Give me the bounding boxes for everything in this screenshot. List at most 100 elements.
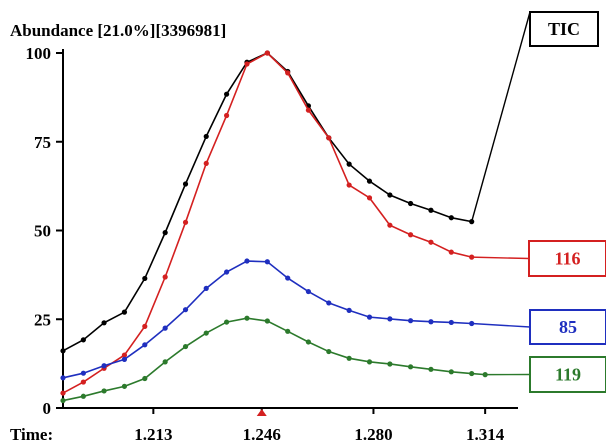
data-point	[203, 285, 209, 291]
data-point	[80, 337, 86, 343]
data-point	[244, 315, 250, 321]
data-point	[203, 330, 209, 336]
data-point	[366, 314, 373, 320]
data-point	[60, 375, 66, 381]
y-tick-label: 50	[34, 222, 51, 241]
data-point	[162, 359, 168, 365]
data-point	[244, 258, 250, 264]
data-point	[142, 342, 148, 348]
data-point	[305, 339, 312, 345]
data-point	[366, 178, 373, 184]
data-point	[346, 307, 352, 313]
data-point	[182, 181, 189, 187]
data-point	[162, 325, 168, 331]
data-point	[387, 361, 393, 367]
y-tick-label: 100	[26, 44, 52, 63]
data-point	[346, 182, 352, 188]
data-point	[346, 355, 352, 361]
data-point	[387, 222, 393, 228]
data-point	[285, 70, 291, 76]
data-point	[60, 397, 66, 404]
legend: TIC 116 85 119	[471, 11, 606, 393]
data-point	[162, 230, 168, 236]
data-point	[224, 91, 230, 97]
data-point	[60, 390, 66, 396]
data-point	[448, 319, 454, 326]
data-point	[80, 370, 86, 376]
data-point	[387, 192, 393, 198]
data-point	[285, 275, 291, 281]
data-point	[305, 288, 312, 295]
data-point	[428, 319, 434, 325]
data-point	[101, 388, 107, 394]
data-point	[428, 207, 434, 213]
data-point	[448, 369, 454, 375]
data-point	[366, 359, 373, 365]
data-point	[142, 323, 148, 329]
data-point	[305, 107, 312, 113]
legend-label: TIC	[548, 19, 580, 39]
x-axis-label: Time:	[10, 425, 53, 444]
data-point	[407, 232, 414, 238]
chart-title: Abundance [21.0%][3396981]	[10, 21, 226, 40]
legend-leader-line	[471, 11, 531, 222]
data-point	[407, 364, 414, 370]
series-116	[60, 50, 475, 396]
legend-item-116: 116	[471, 240, 606, 277]
data-point	[101, 363, 107, 369]
data-point	[182, 307, 189, 313]
data-point	[326, 348, 332, 355]
axes	[62, 49, 518, 409]
data-point	[182, 343, 189, 350]
series-TIC	[60, 50, 475, 354]
y-tick-label: 0	[43, 399, 52, 418]
data-point	[162, 274, 168, 280]
data-point	[346, 161, 352, 167]
data-point	[469, 370, 475, 377]
x-tick-label: 1.280	[354, 425, 392, 444]
series-line-116	[62, 52, 472, 394]
data-point	[407, 200, 414, 207]
data-point	[428, 239, 434, 245]
data-point	[142, 375, 148, 382]
legend-box	[528, 240, 606, 277]
data-point	[121, 309, 128, 315]
data-point	[285, 328, 291, 334]
legend-label: 119	[555, 365, 581, 385]
data-point	[203, 160, 209, 167]
data-point	[264, 50, 270, 56]
data-point	[244, 61, 250, 67]
data-point	[224, 319, 230, 325]
data-point	[80, 379, 86, 385]
data-point	[182, 219, 189, 225]
legend-label: 85	[559, 317, 577, 337]
series-lines	[60, 50, 488, 404]
data-point	[224, 269, 230, 275]
data-point	[101, 320, 107, 326]
data-point	[326, 300, 332, 306]
x-ticks: 1.213 1.246 1.280 1.314	[134, 408, 505, 444]
legend-leader-line	[471, 256, 530, 260]
data-point	[264, 259, 270, 265]
legend-box	[529, 11, 599, 47]
data-point	[448, 249, 454, 255]
data-point	[142, 275, 148, 282]
legend-box	[529, 356, 606, 393]
legend-box	[529, 309, 606, 345]
x-tick-label: 1.314	[466, 425, 505, 444]
data-point	[366, 195, 373, 201]
series-85	[60, 258, 475, 381]
y-tick-label: 25	[34, 310, 51, 329]
legend-label: 116	[554, 249, 580, 269]
legend-leader-line	[471, 322, 531, 328]
legend-item-119: 119	[485, 356, 606, 393]
x-tick-label: 1.213	[134, 425, 172, 444]
data-point	[448, 215, 454, 221]
legend-item-TIC: TIC	[471, 11, 599, 222]
series-119	[60, 315, 488, 404]
y-ticks: 0 25 50 75 100	[26, 44, 63, 418]
data-point	[80, 393, 86, 399]
y-tick-label: 75	[34, 133, 51, 152]
x-tick-label: 1.246	[243, 425, 281, 444]
